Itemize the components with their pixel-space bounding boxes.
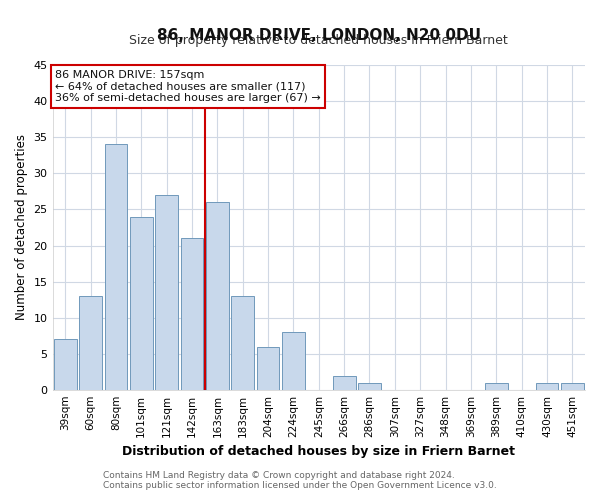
Text: Contains HM Land Registry data © Crown copyright and database right 2024.
Contai: Contains HM Land Registry data © Crown c… [103,470,497,490]
Bar [231,296,254,390]
Bar [206,202,229,390]
Y-axis label: Number of detached properties: Number of detached properties [15,134,28,320]
Text: Size of property relative to detached houses in Friern Barnet: Size of property relative to detached ho… [130,34,508,47]
Bar [282,332,305,390]
Bar [155,195,178,390]
Title: 86, MANOR DRIVE, LONDON, N20 0DU: 86, MANOR DRIVE, LONDON, N20 0DU [157,28,481,43]
Bar [358,383,381,390]
Text: 86 MANOR DRIVE: 157sqm
← 64% of detached houses are smaller (117)
36% of semi-de: 86 MANOR DRIVE: 157sqm ← 64% of detached… [55,70,321,103]
Bar [333,376,356,390]
Bar [181,238,203,390]
Bar [257,346,280,390]
Bar [79,296,102,390]
Bar [536,383,559,390]
Bar [130,216,152,390]
Bar [561,383,584,390]
Bar [54,340,77,390]
X-axis label: Distribution of detached houses by size in Friern Barnet: Distribution of detached houses by size … [122,446,515,458]
Bar [104,144,127,390]
Bar [485,383,508,390]
